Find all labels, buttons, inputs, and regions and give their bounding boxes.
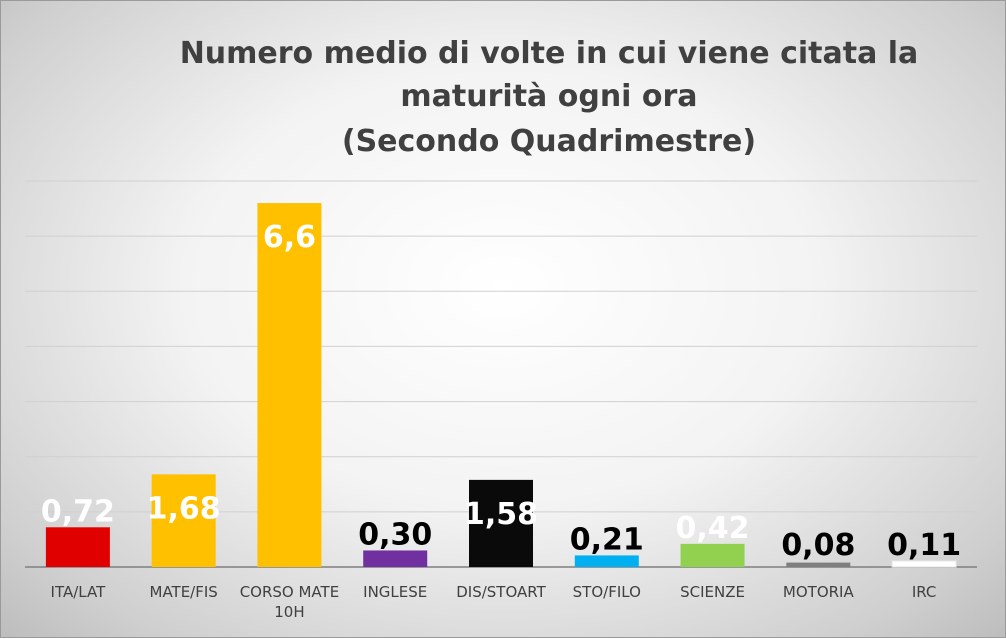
bar — [680, 543, 745, 567]
category-label: ITA/LAT — [51, 583, 107, 601]
chart-title-line: (Secondo Quadrimestre) — [342, 124, 756, 159]
bar — [891, 560, 957, 568]
category-label: CORSO MATE — [240, 583, 339, 601]
data-labels: 0,72 1,68 6,6 0,30 1,58 0,21 0,42 0,08 0,11 — [41, 220, 961, 563]
data-label: 1,58 — [464, 497, 538, 532]
category-label: SCIENZE — [680, 583, 745, 601]
bar — [786, 562, 851, 567]
data-label: 0,11 — [887, 528, 961, 563]
category-label: DIS/STOART — [456, 583, 546, 601]
chart-title-line: Numero medio di volte in cui viene citat… — [180, 36, 919, 71]
data-label: 0,72 — [41, 494, 115, 529]
category-label: 10H — [274, 603, 304, 621]
data-label: 6,6 — [263, 220, 316, 255]
bar — [151, 474, 216, 567]
data-label: 0,42 — [676, 511, 750, 546]
category-label: IRC — [912, 583, 937, 601]
data-label: 0,30 — [358, 517, 432, 552]
bars — [45, 203, 957, 568]
chart-title-line: maturità ogni ora — [400, 79, 697, 114]
bar — [363, 550, 428, 567]
category-axis: ITA/LAT MATE/FIS CORSO MATE 10H INGLESE DIS/S… — [51, 583, 937, 621]
bar — [574, 555, 639, 567]
data-label: 0,21 — [570, 522, 644, 557]
category-label: STO/FILO — [573, 583, 641, 601]
bar — [45, 527, 110, 567]
data-label: 0,08 — [781, 528, 855, 563]
category-label: MOTORIA — [783, 583, 855, 601]
bar — [469, 479, 533, 567]
gridlines — [25, 180, 977, 568]
category-label: INGLESE — [363, 583, 427, 601]
category-label: MATE/FIS — [150, 583, 218, 601]
chart-title: Numero medio di volte in cui viene citat… — [180, 36, 919, 159]
data-label: 1,68 — [147, 491, 221, 526]
bar — [257, 203, 322, 568]
